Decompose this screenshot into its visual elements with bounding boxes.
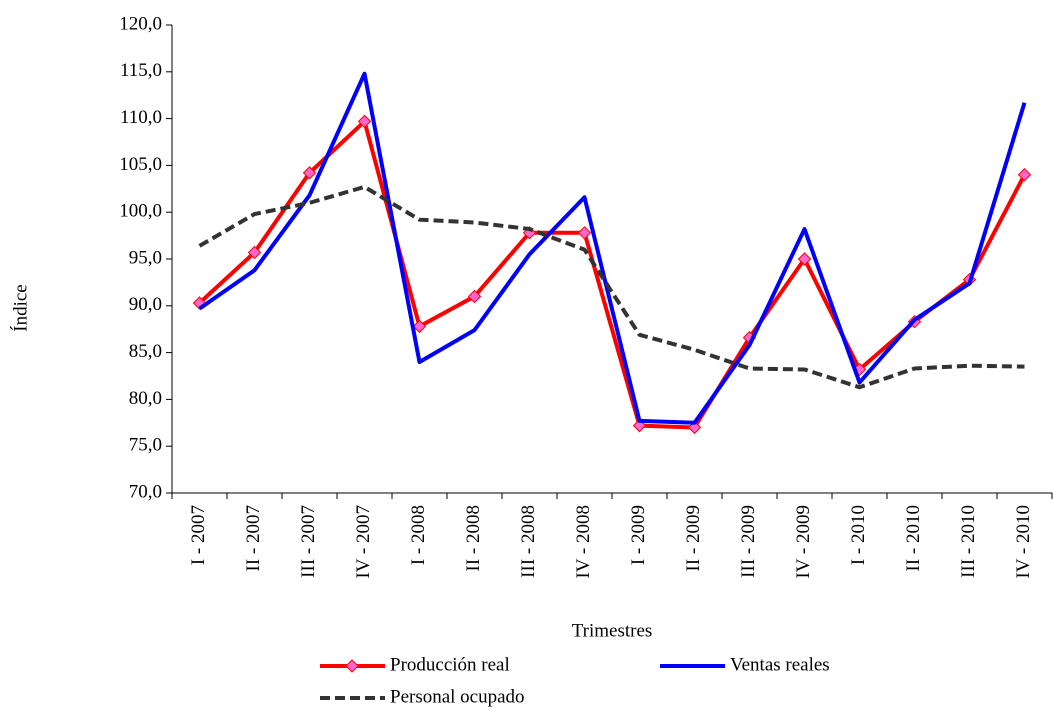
x-tick-label: IV - 2010 xyxy=(1013,505,1034,579)
point-marker xyxy=(302,166,317,180)
y-tick-label: 85,0 xyxy=(129,341,162,362)
y-tick-label: 90,0 xyxy=(129,294,162,315)
legend-marker xyxy=(345,659,359,673)
point-marker xyxy=(577,226,592,240)
x-tick-label: I - 2008 xyxy=(408,505,429,565)
point-marker xyxy=(412,319,427,334)
x-tick-label: II - 2009 xyxy=(683,505,704,571)
x-tick-label: III - 2008 xyxy=(518,505,539,578)
x-tick-label: IV - 2009 xyxy=(793,505,814,579)
point-marker xyxy=(467,289,482,304)
x-tick-label: II - 2010 xyxy=(903,505,924,571)
x-axis-label: Trimestres xyxy=(572,620,653,641)
y-tick-label: 120,0 xyxy=(119,13,162,34)
y-tick-label: 105,0 xyxy=(119,154,162,175)
x-tick-label: I - 2009 xyxy=(628,505,649,565)
x-tick-label: III - 2010 xyxy=(958,505,979,578)
x-tick-label: III - 2007 xyxy=(298,505,319,578)
y-tick-label: 80,0 xyxy=(129,388,162,409)
x-tick-label: II - 2007 xyxy=(243,505,264,571)
x-tick-label: I - 2010 xyxy=(848,505,869,565)
x-tick-label: III - 2009 xyxy=(738,505,759,578)
legend-label: Producción real xyxy=(390,654,510,675)
legend-label: Ventas reales xyxy=(730,654,830,675)
y-tick-label: 115,0 xyxy=(120,60,162,81)
y-tick-label: 70,0 xyxy=(129,481,162,502)
y-tick-label: 75,0 xyxy=(129,435,162,456)
y-axis-label: Índice xyxy=(9,284,31,331)
series-line xyxy=(198,119,1027,430)
y-tick-label: 95,0 xyxy=(129,247,162,268)
x-tick-label: IV - 2008 xyxy=(573,505,594,579)
x-tick-label: II - 2008 xyxy=(463,505,484,571)
x-tick-label: IV - 2007 xyxy=(353,505,374,579)
point-marker xyxy=(1017,168,1032,182)
y-tick-label: 100,0 xyxy=(119,201,162,222)
point-marker xyxy=(247,245,262,260)
series-line xyxy=(198,71,1027,425)
point-marker xyxy=(357,114,372,129)
y-tick-label: 110,0 xyxy=(120,107,162,128)
legend-label: Personal ocupado xyxy=(390,686,525,707)
x-tick-label: I - 2007 xyxy=(188,505,209,565)
series-line xyxy=(198,184,1025,390)
point-marker xyxy=(797,252,812,266)
